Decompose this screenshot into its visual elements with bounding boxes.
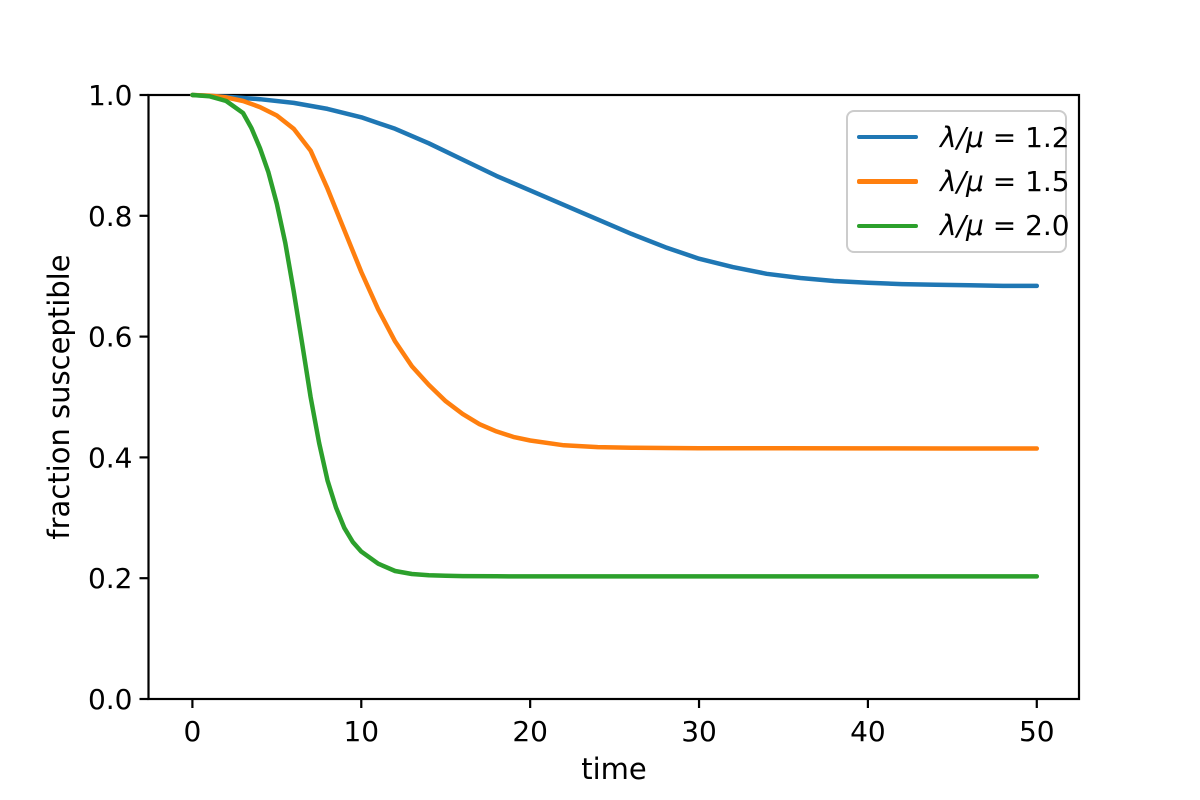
x-axis-label: time: [581, 752, 647, 786]
y-tick-label: 0.8: [88, 200, 133, 233]
legend-label: λ/μ = 2.0: [940, 209, 1070, 243]
x-tick-label: 10: [343, 715, 379, 748]
y-tick-label: 0.6: [88, 321, 133, 354]
x-tick-label: 40: [850, 715, 886, 748]
axes-spines: [147, 93, 1081, 701]
legend: λ/μ = 1.2 λ/μ = 1.5 λ/μ = 2.0: [846, 110, 1070, 253]
x-tick-label: 50: [1019, 715, 1055, 748]
y-tick-label: 0.4: [88, 441, 133, 474]
x-tick-label: 30: [681, 715, 717, 748]
legend-line-swatch: [857, 134, 918, 140]
legend-line-swatch: [857, 179, 918, 184]
curve-lambda-over-mu-2.0: [190, 92, 1040, 579]
y-tick-label: 0.0: [88, 683, 133, 716]
curve-lambda-over-mu-1.2: [190, 92, 1040, 289]
y-tick-label: 0.2: [88, 562, 133, 595]
legend-line-swatch: [857, 223, 918, 229]
x-tick-label: 0: [183, 715, 201, 748]
y-axis-label: fraction susceptible: [42, 254, 76, 540]
legend-item-lambda-over-mu-1.2: λ/μ = 1.2: [848, 115, 1070, 159]
legend-label: λ/μ = 1.2: [940, 120, 1070, 154]
legend-label: λ/μ = 1.5: [940, 164, 1070, 198]
legend-item-lambda-over-mu-2.0: λ/μ = 2.0: [848, 204, 1070, 248]
legend-item-lambda-over-mu-1.5: λ/μ = 1.5: [848, 159, 1070, 203]
x-tick-label: 20: [512, 715, 548, 748]
y-tick-label: 1.0: [88, 79, 133, 112]
curve-lambda-over-mu-1.5: [190, 92, 1040, 451]
